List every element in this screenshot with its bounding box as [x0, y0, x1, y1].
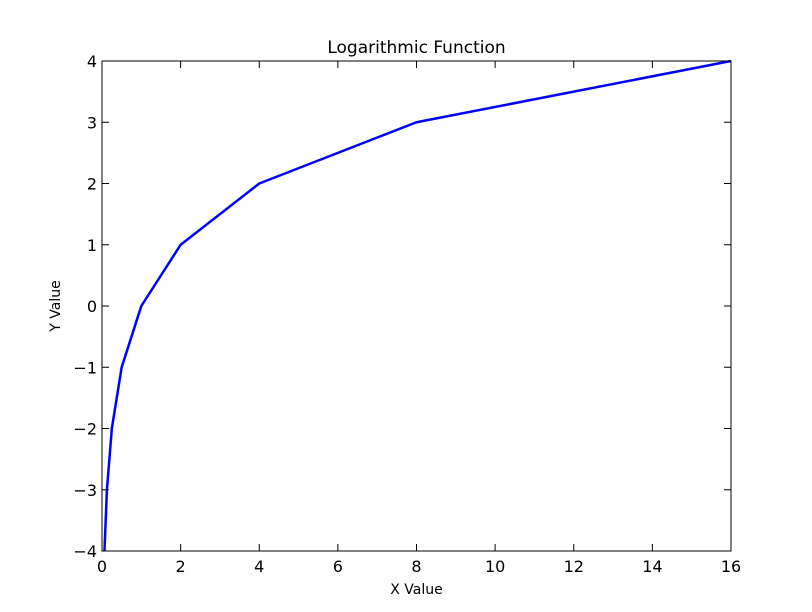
x-tick-label: 2 [176, 557, 186, 576]
y-tick-label: 1 [87, 236, 97, 255]
plot-frame [101, 60, 732, 552]
y-tick-label: 2 [87, 175, 97, 194]
x-tick-label: 8 [411, 557, 421, 576]
x-tick-labels: 0 2 4 6 8 10 12 14 16 [97, 557, 741, 576]
x-tick-label: 6 [333, 557, 343, 576]
x-tick-label: 12 [564, 557, 584, 576]
y-axis-label: Y Value [48, 280, 64, 332]
y-tick-labels: −4 −3 −2 −1 0 1 2 3 4 [73, 52, 97, 561]
x-tick-label: 4 [254, 557, 264, 576]
y-tick-label: −1 [73, 358, 97, 377]
y-tick-label: −2 [73, 420, 97, 439]
series-line-0 [103, 59, 732, 552]
x-tick-label: 16 [721, 557, 741, 576]
chart-title: Logarithmic Function [327, 38, 505, 58]
x-tick-label: 14 [642, 557, 662, 576]
series-layer [103, 59, 732, 552]
ticks-layer [101, 60, 732, 552]
y-tick-label: −3 [73, 481, 97, 500]
y-tick-label: 3 [87, 113, 97, 132]
x-tick-label: 10 [485, 557, 505, 576]
y-tick-label: 0 [87, 297, 97, 316]
x-tick-label: 0 [97, 557, 107, 576]
x-axis-label: X Value [390, 582, 443, 598]
y-tick-label: −4 [73, 542, 97, 561]
y-tick-label: 4 [87, 52, 97, 71]
